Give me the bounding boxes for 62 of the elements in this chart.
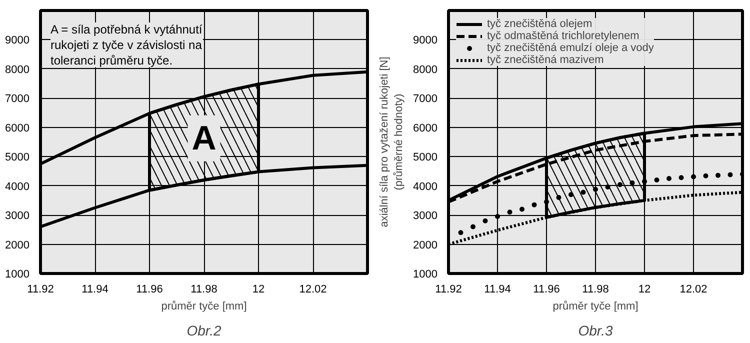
y-tick-label: 8000 — [413, 64, 438, 76]
y-tick-label: 5000 — [5, 152, 30, 164]
annotation: A — [192, 119, 216, 158]
y-tick-label: 3000 — [413, 210, 438, 222]
y-tick-label: 3000 — [5, 210, 30, 222]
point — [470, 224, 476, 230]
x-tick-label: 11.96 — [136, 284, 163, 296]
text: Obr.3 — [578, 322, 613, 338]
point — [691, 174, 696, 180]
y-tick-label: 9000 — [413, 34, 438, 47]
point — [716, 172, 720, 178]
point — [618, 182, 622, 188]
point — [580, 190, 586, 195]
legend-label: tyč znečištěná mazivem — [487, 54, 604, 66]
point — [458, 230, 464, 236]
legend-label: tyč odmaštěná trichloretylenem — [487, 30, 640, 42]
x-tick-label: 12.02 — [680, 284, 708, 296]
y-tick-label: 7000 — [413, 93, 438, 106]
y-tick-label: 7000 — [5, 93, 30, 106]
y-tick-label: 8000 — [5, 64, 30, 76]
y-tick-label: 5000 — [413, 152, 438, 164]
x-tick-label: 12.02 — [299, 284, 327, 296]
y-tick-label: 1000 — [5, 268, 30, 280]
point — [666, 176, 672, 182]
y-tick-label: 1000 — [413, 268, 438, 280]
legend-label: tyč znečištěná olejem — [487, 18, 592, 30]
x-tick-label: 11.98 — [582, 284, 609, 296]
y-axis-title: axiální síla pro vytažení rukojeti [N] (průměrné hodnoty) — [378, 56, 406, 228]
x-tick-label: 11.94 — [82, 284, 108, 296]
y-tick-label: 6000 — [5, 122, 30, 134]
x-tick-label: 11.94 — [484, 284, 511, 296]
point — [678, 175, 684, 180]
x-axis-title: průměr tyče [mm] — [161, 300, 247, 312]
point — [630, 180, 635, 186]
x-tick-label: 11.92 — [27, 284, 54, 296]
y-tick-label: 9000 — [5, 34, 30, 47]
x-tick-label: 11.96 — [533, 284, 560, 296]
y-tick-label: 6000 — [413, 122, 438, 134]
point — [605, 184, 610, 190]
x-tick-label: 12 — [252, 284, 265, 296]
point — [495, 214, 500, 220]
point — [703, 173, 708, 178]
x-tick-label: 12 — [638, 284, 651, 296]
legend-label: tyč znečištěná emulzí oleje a vody — [487, 42, 654, 54]
x-axis-title: průměr tyče [mm] — [552, 300, 638, 312]
point — [593, 186, 598, 192]
y-tick-label: 4000 — [5, 180, 30, 193]
annotation: A = síla potřebná k vytáhnutí rukojeti z tyče v závislosti na toleranci průměru tyče. — [50, 22, 203, 68]
point — [532, 202, 537, 208]
point — [728, 172, 733, 178]
point — [654, 177, 660, 182]
y-tick-label: 4000 — [413, 180, 438, 193]
point — [520, 206, 524, 212]
point — [568, 192, 574, 198]
point — [556, 195, 562, 200]
y-tick-label: 2000 — [413, 239, 438, 252]
point — [507, 210, 512, 215]
y-tick-label: 2000 — [5, 239, 30, 252]
text: Obr.2 — [186, 322, 222, 338]
x-tick-label: 11.92 — [435, 284, 462, 296]
x-tick-label: 11.98 — [190, 284, 218, 296]
point — [482, 218, 488, 224]
